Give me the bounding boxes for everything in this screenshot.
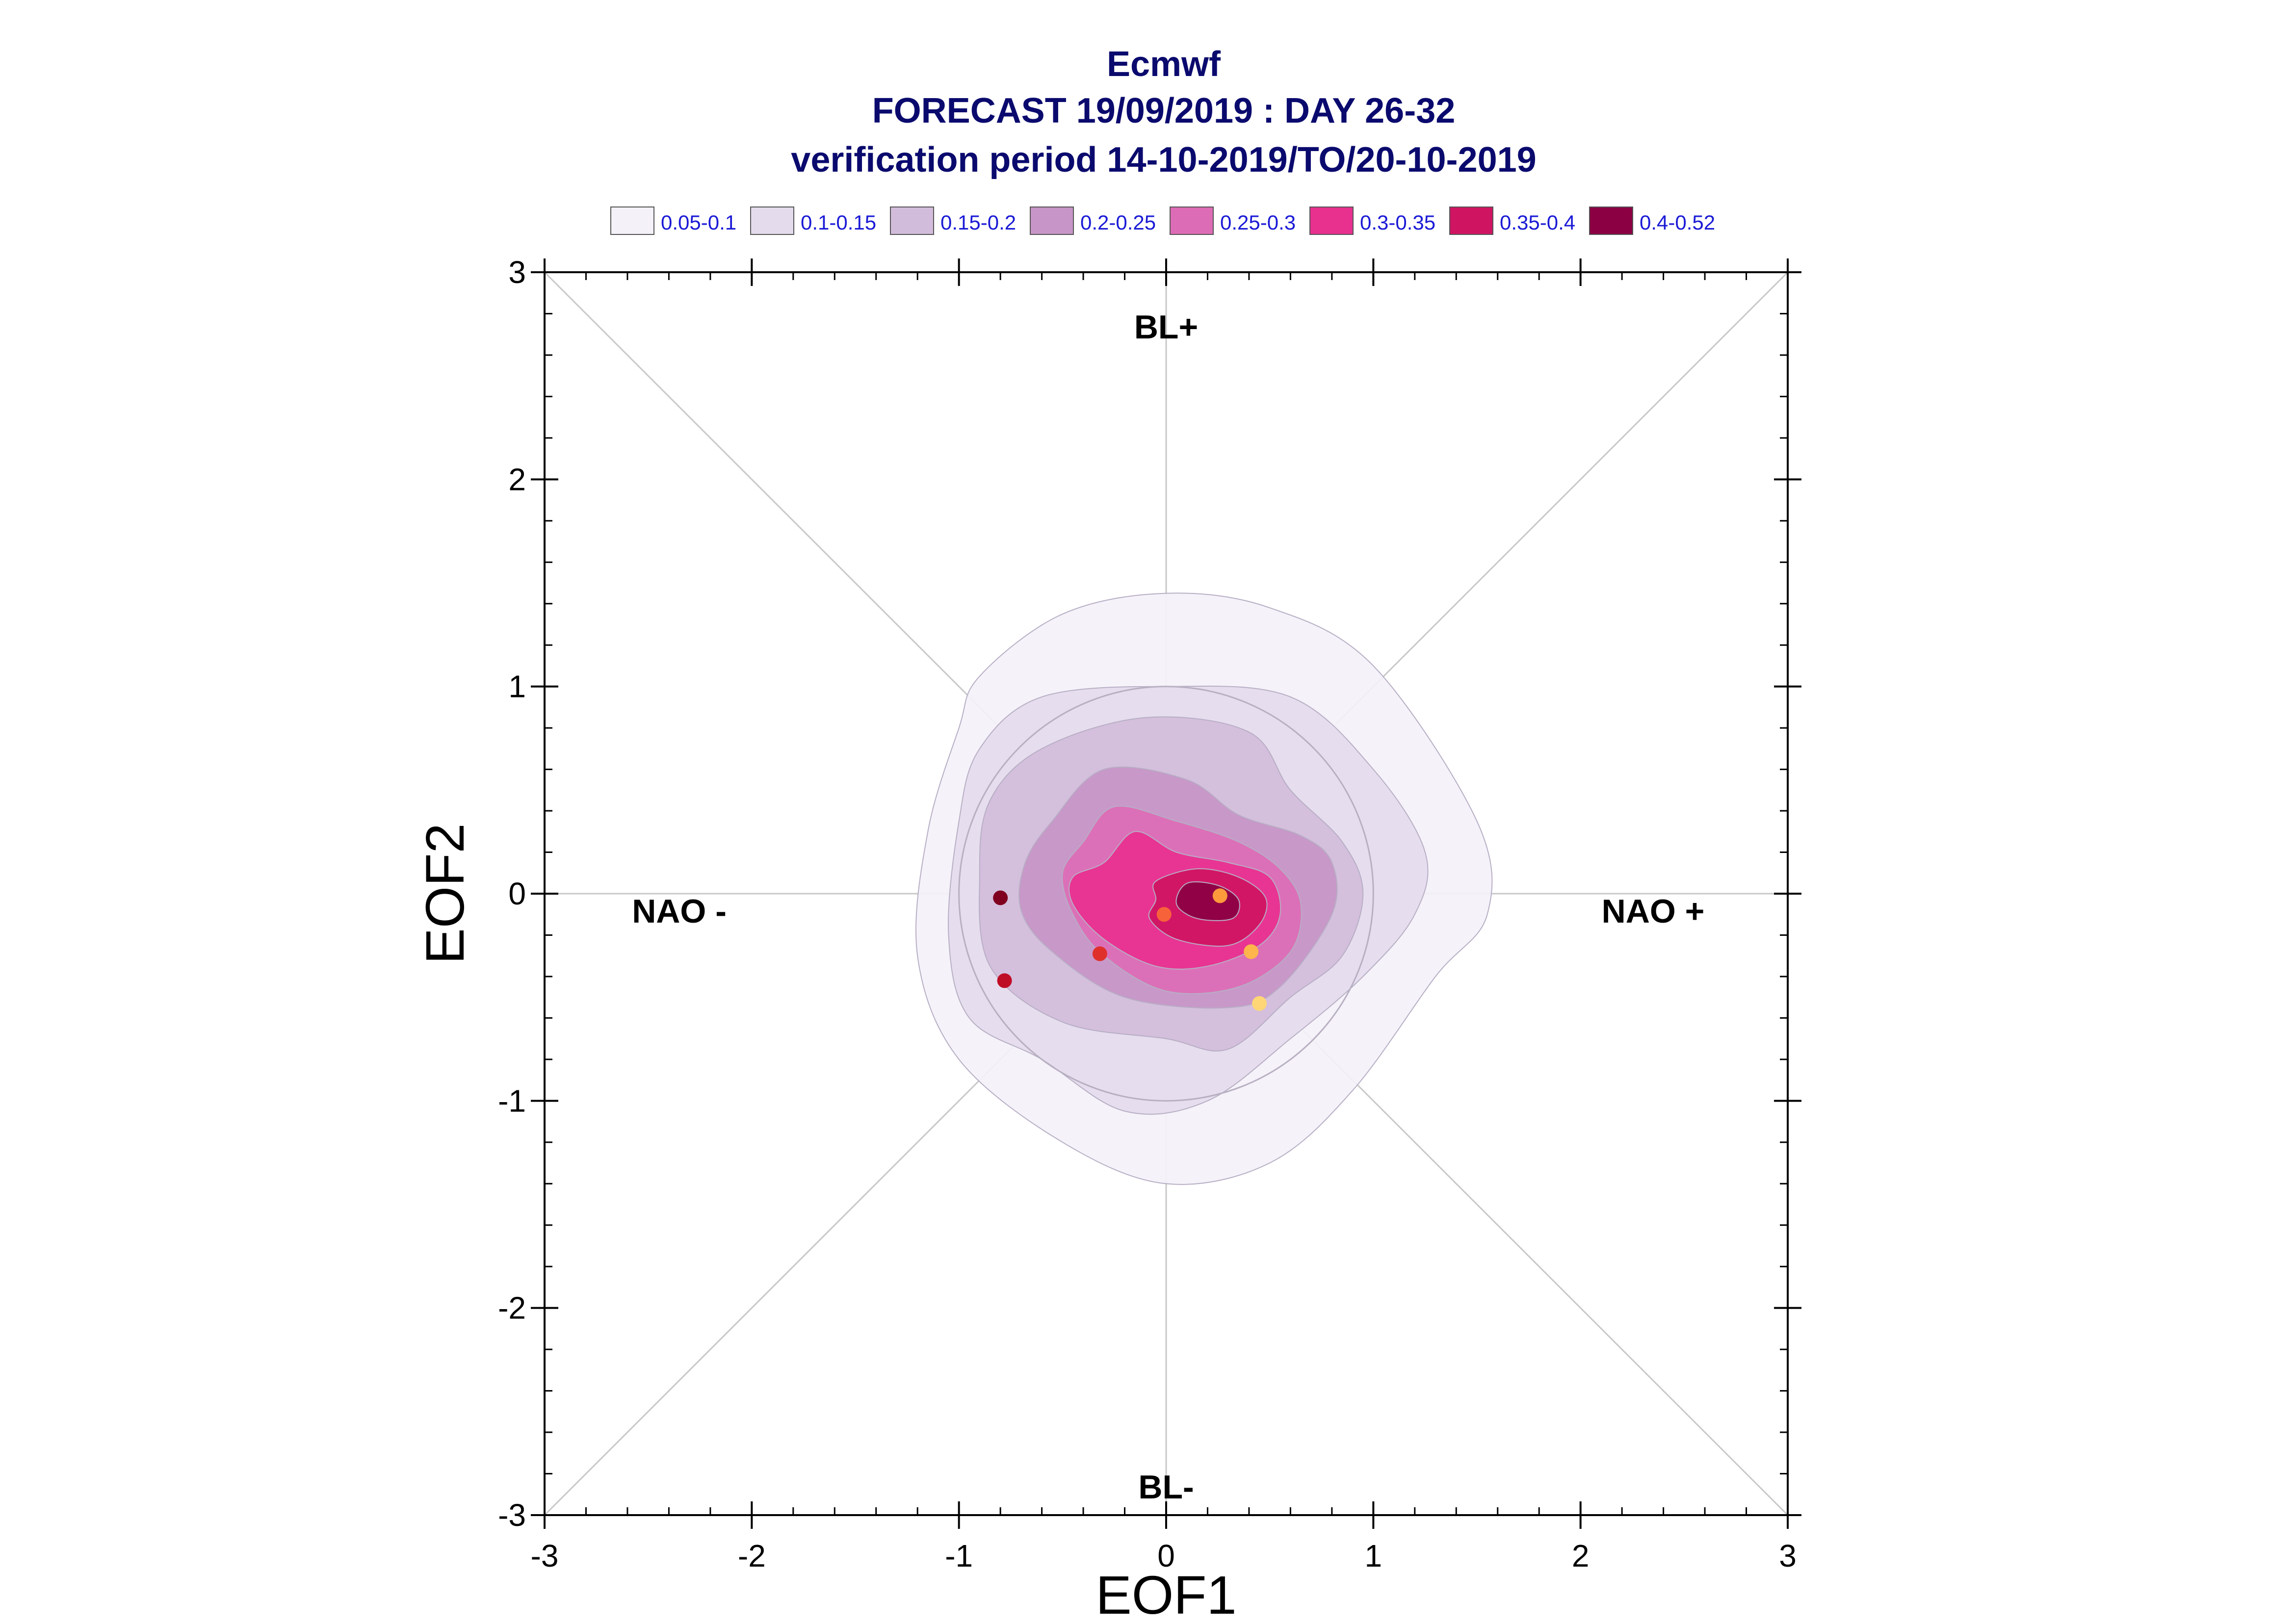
legend-label: 0.3-0.35 <box>1360 211 1435 234</box>
x-tick-label: -1 <box>945 1538 973 1573</box>
legend-swatch <box>750 206 794 235</box>
data-point <box>1252 996 1267 1011</box>
legend-swatch <box>610 206 654 235</box>
y-tick-label: 3 <box>508 255 526 290</box>
legend-label: 0.4-0.52 <box>1640 211 1715 234</box>
x-tick-label: -3 <box>531 1538 559 1573</box>
data-point <box>1244 944 1259 959</box>
legend-label: 0.2-0.25 <box>1080 211 1156 234</box>
regime-label-top: BL+ <box>1134 309 1198 346</box>
regime-label-right: NAO + <box>1602 893 1705 930</box>
legend-label: 0.35-0.4 <box>1500 211 1575 234</box>
data-point <box>1212 888 1227 903</box>
x-tick-label: 1 <box>1365 1538 1382 1573</box>
x-tick-label: 0 <box>1157 1538 1175 1573</box>
y-tick-label: 1 <box>508 669 526 704</box>
y-tick-label: -2 <box>498 1290 526 1326</box>
axes: -3 -2 -1 0 1 2 3 -3 -2 -1 0 1 2 3 EOF1 EOF2 <box>415 255 1801 1624</box>
title-line-3: verification period 14-10-2019/TO/20-10-… <box>791 140 1536 180</box>
legend-swatch <box>1170 206 1214 235</box>
reference-circle <box>958 686 1374 1102</box>
legend-label: 0.1-0.15 <box>801 211 876 234</box>
legend-swatch <box>890 206 934 235</box>
y-axis-title: EOF2 <box>415 823 475 964</box>
legend-swatch <box>1030 206 1074 235</box>
y-tick-label: 0 <box>508 876 526 911</box>
title-line-2: FORECAST 19/09/2019 : DAY 26-32 <box>872 91 1456 130</box>
legend-swatch <box>1589 206 1633 235</box>
x-tick-label: -2 <box>738 1538 766 1573</box>
chart-title: Ecmwf FORECAST 19/09/2019 : DAY 26-32 veri… <box>791 45 1536 180</box>
legend-label: 0.25-0.3 <box>1220 211 1296 234</box>
regime-labels: BL+ BL- NAO - NAO + <box>632 309 1704 1506</box>
density-contours <box>915 593 1493 1185</box>
data-point <box>1092 946 1107 961</box>
y-tick-label: 2 <box>508 462 526 497</box>
legend: 0.05-0.1 0.1-0.15 0.15-0.2 0.2-0.25 0.25-0.3… <box>610 206 1715 235</box>
x-tick-label: 2 <box>1572 1538 1590 1573</box>
y-tick-label: -1 <box>498 1083 526 1118</box>
x-tick-label: 3 <box>1779 1538 1797 1573</box>
title-line-1: Ecmwf <box>1107 45 1221 84</box>
x-axis-title: EOF1 <box>1095 1565 1236 1624</box>
regime-label-left: NAO - <box>632 893 727 930</box>
legend-label: 0.15-0.2 <box>940 211 1016 234</box>
y-tick-label: -3 <box>498 1497 526 1533</box>
legend-label: 0.05-0.1 <box>661 211 736 234</box>
plot-area <box>544 271 1789 1516</box>
legend-swatch <box>1309 206 1354 235</box>
data-point <box>997 973 1012 988</box>
regime-label-bottom: BL- <box>1138 1469 1194 1506</box>
legend-swatch <box>1449 206 1493 235</box>
data-point <box>993 890 1008 905</box>
data-point <box>1156 907 1172 922</box>
